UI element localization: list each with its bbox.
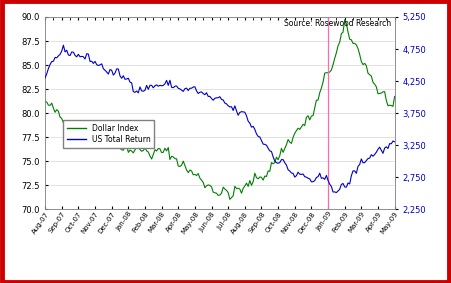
Legend: Dollar Index, US Total Return: Dollar Index, US Total Return xyxy=(63,120,155,148)
Text: Source: Rosewood Research: Source: Rosewood Research xyxy=(284,19,391,28)
